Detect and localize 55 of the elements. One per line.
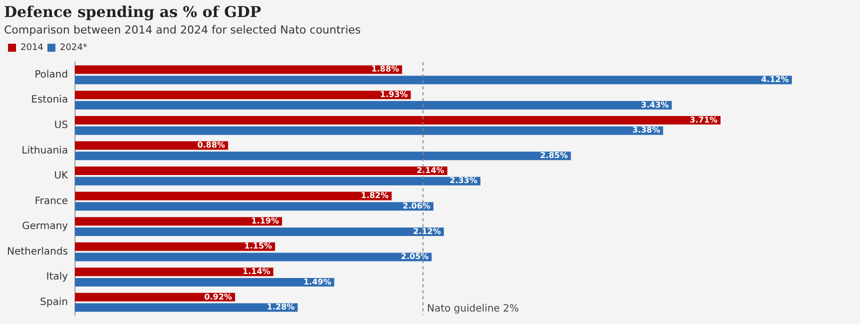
bar — [74, 126, 664, 135]
data-label: 2.06% — [402, 202, 430, 210]
data-label: 2.85% — [540, 150, 568, 160]
data-label: 1.49% — [303, 277, 332, 286]
data-label: 0.88% — [197, 140, 226, 150]
bar — [74, 76, 792, 84]
bar — [74, 141, 228, 150]
bar — [74, 202, 434, 211]
bar — [74, 217, 282, 226]
data-label: 0.92% — [204, 292, 232, 302]
data-label: 1.14% — [242, 266, 270, 276]
y-tick-label: Lithuania — [22, 145, 68, 156]
data-label: 1.28% — [266, 302, 295, 312]
data-label: 1.82% — [360, 191, 389, 200]
bar — [74, 152, 571, 160]
data-label: 2.05% — [400, 252, 429, 262]
data-label: 1.19% — [251, 216, 280, 226]
y-tick-label: Netherlands — [6, 246, 68, 258]
bar — [74, 268, 274, 276]
bar — [74, 192, 392, 200]
y-tick-label: France — [34, 196, 68, 207]
data-label: 1.93% — [380, 90, 408, 100]
data-label: 3.38% — [632, 126, 660, 135]
bar — [74, 176, 480, 186]
y-tick-label: Poland — [34, 69, 68, 80]
data-label: 4.12% — [761, 75, 789, 84]
chart-title: Defence spending as % of GDP — [4, 2, 262, 21]
y-tick-label: UK — [54, 170, 68, 182]
data-label: 1.88% — [371, 64, 400, 74]
bar — [74, 65, 402, 74]
bar — [74, 101, 672, 110]
bar — [74, 278, 334, 287]
chart-subtitle: Comparison between 2014 and 2024 for selected Nato countries — [4, 23, 362, 36]
data-label: 2.14% — [416, 166, 444, 175]
y-tick-label: Spain — [40, 296, 68, 308]
y-tick-label: US — [54, 120, 68, 131]
y-tick-label: Italy — [46, 272, 68, 283]
data-label: 1.15% — [244, 242, 272, 251]
y-tick-label: Estonia — [31, 94, 68, 106]
ref-line-label: Nato guideline 2% — [426, 304, 519, 315]
bar — [74, 90, 411, 100]
y-tick-label: Germany — [22, 221, 68, 232]
data-label: 3.43% — [641, 100, 669, 110]
bar — [74, 252, 432, 262]
data-label: 2.33% — [450, 176, 478, 186]
legend-label: 2024* — [60, 43, 88, 54]
data-label: 2.12% — [413, 226, 441, 236]
bar — [74, 242, 276, 251]
bar — [74, 166, 448, 176]
legend-label: 2014 — [20, 43, 44, 54]
bar — [74, 303, 298, 312]
bar — [74, 292, 236, 302]
bar — [74, 116, 721, 124]
data-label: 3.71% — [690, 115, 718, 124]
bar — [74, 227, 444, 236]
